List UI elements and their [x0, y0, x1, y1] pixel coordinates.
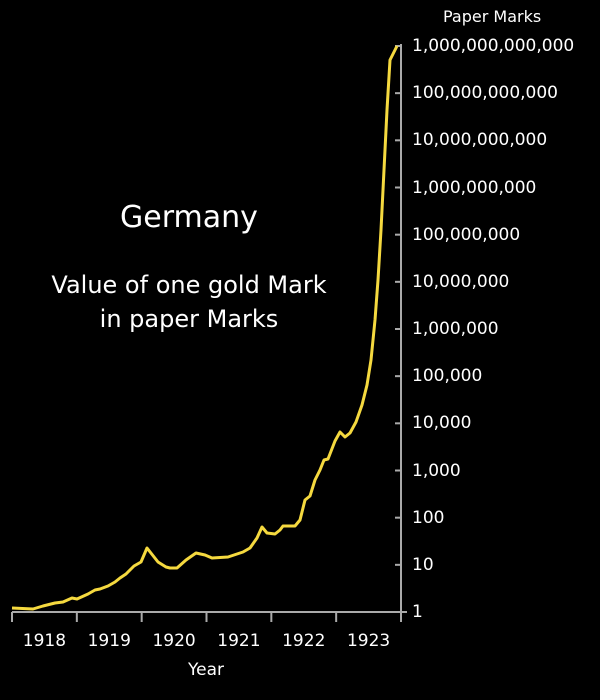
- y-tick-label: 100,000,000,000: [412, 83, 559, 104]
- y-tick-label: 10,000,000: [412, 271, 510, 292]
- y-tick-label: 1,000,000: [412, 319, 499, 339]
- y-axis-ticks: [395, 45, 401, 613]
- x-tick-label: 1918: [22, 631, 67, 651]
- y-tick-label: 1,000,000,000,000: [412, 36, 575, 56]
- y-axis-label: Paper Marks: [443, 7, 542, 26]
- series-line: [11, 45, 399, 611]
- x-tick-label: 1919: [87, 631, 131, 651]
- x-tick-label: 1923: [346, 631, 391, 651]
- x-axis-ticks: [11, 612, 402, 622]
- y-tick-label: 100: [412, 507, 445, 528]
- y-tick-label: 100,000: [412, 366, 483, 387]
- y-tick-label: 1,000,000,000: [412, 177, 537, 198]
- chart-subtitle-line-2: in paper Marks: [99, 305, 279, 333]
- chart-subtitle-line-1: Value of one gold Mark: [51, 271, 327, 299]
- y-tick-label: 10,000: [412, 413, 472, 434]
- x-axis-label: Year: [188, 660, 224, 680]
- y-tick-label: 100,000,000: [412, 224, 521, 245]
- y-tick-label: 1: [412, 602, 423, 622]
- y-tick-label: 1,000: [412, 460, 461, 481]
- chart-subtitle: Value of one gold Mark in paper Marks: [0, 268, 378, 336]
- y-tick-label: 10,000,000,000: [412, 130, 548, 151]
- chart-title: Germany: [120, 200, 258, 235]
- x-tick-label: 1920: [152, 631, 196, 651]
- y-tick-label: 10: [412, 554, 434, 575]
- x-tick-label: 1922: [282, 631, 326, 651]
- x-tick-label: 1921: [217, 631, 261, 651]
